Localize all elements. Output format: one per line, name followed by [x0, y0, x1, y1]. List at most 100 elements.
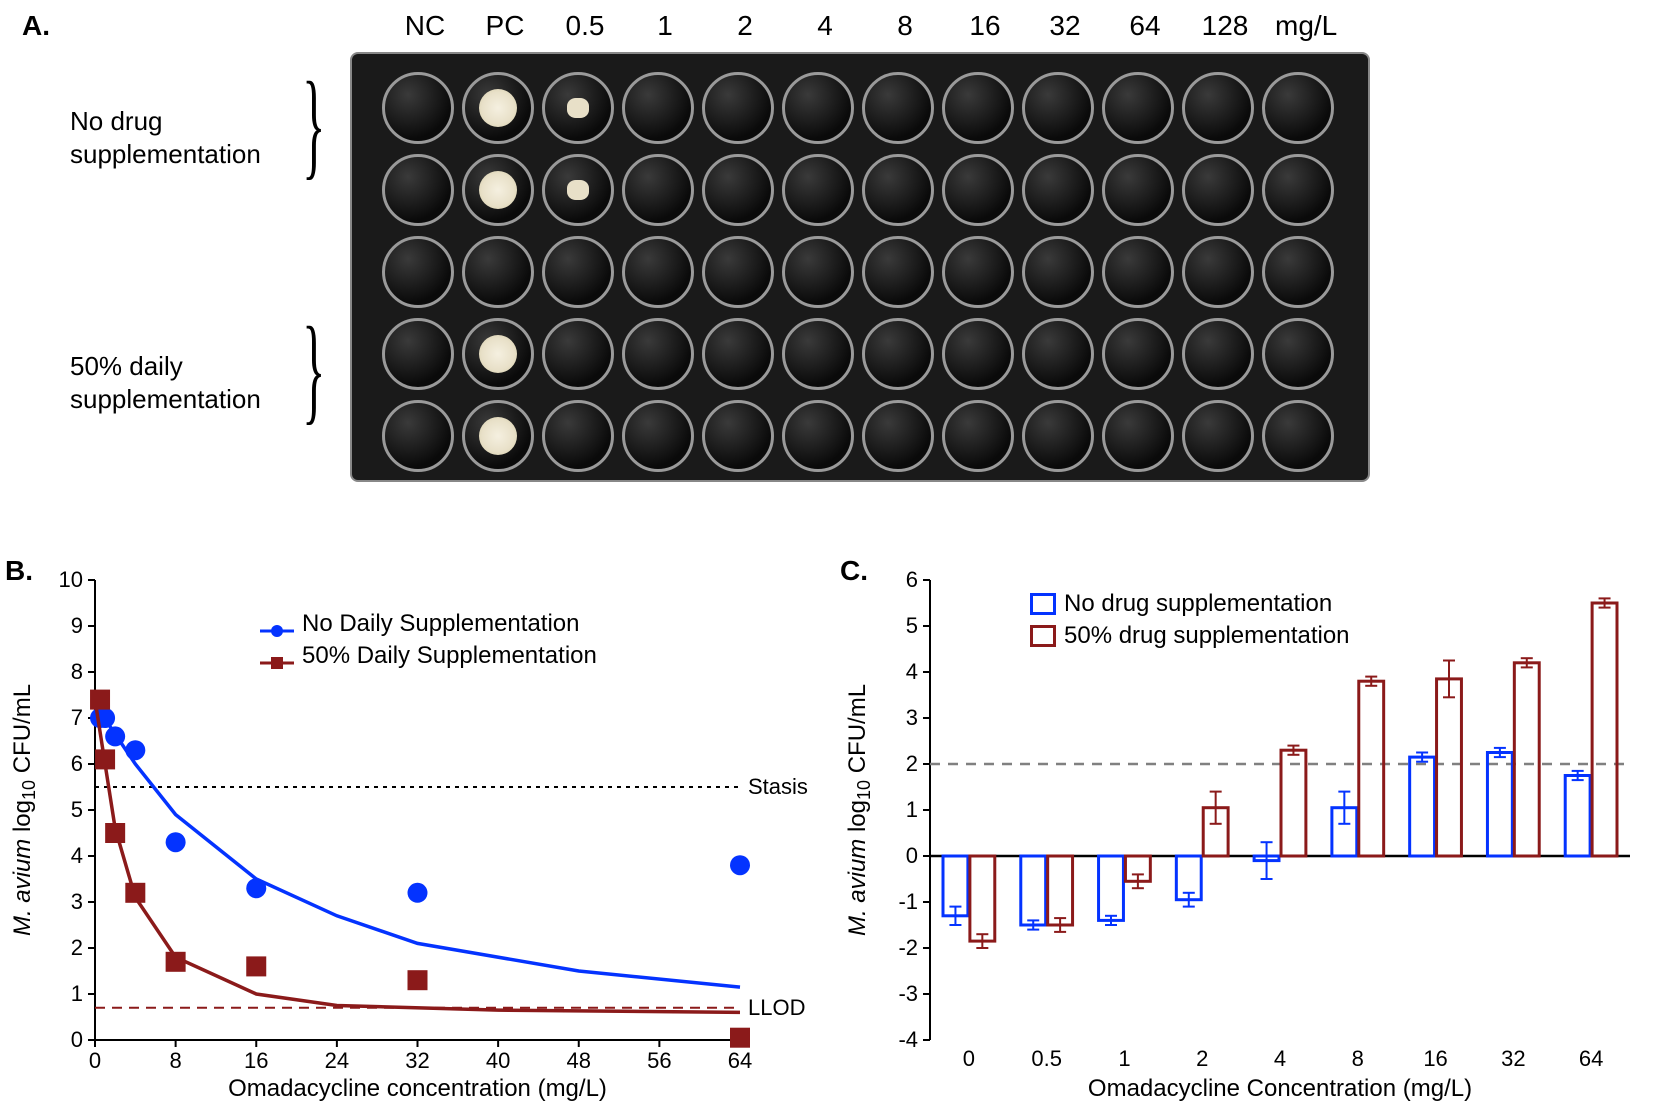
svg-text:Stasis: Stasis	[748, 774, 808, 799]
svg-text:56: 56	[647, 1048, 671, 1073]
row-group-top-label: No drugsupplementation	[70, 105, 261, 170]
well	[382, 154, 454, 226]
svg-text:LLOD: LLOD	[748, 995, 805, 1020]
svg-text:24: 24	[325, 1048, 349, 1073]
svg-text:6: 6	[71, 751, 83, 776]
svg-text:0: 0	[71, 1027, 83, 1052]
well	[702, 72, 774, 144]
well	[862, 400, 934, 472]
svg-text:8: 8	[71, 659, 83, 684]
panel-b: B. 0123456789100816243240485664StasisLLO…	[0, 555, 820, 1110]
svg-text:16: 16	[1423, 1046, 1447, 1071]
svg-text:2: 2	[71, 935, 83, 960]
legend-item: 50% Daily Supplementation	[260, 642, 597, 670]
panel-c-legend: No drug supplementation 50% drug supplem…	[1030, 590, 1350, 654]
col-header: 16	[945, 10, 1025, 42]
col-header: 32	[1025, 10, 1105, 42]
legend-text: 50% Daily Supplementation	[302, 642, 597, 670]
col-header: 64	[1105, 10, 1185, 42]
svg-text:8: 8	[1352, 1046, 1364, 1071]
svg-text:0: 0	[963, 1046, 975, 1071]
panel-a: A. NC PC 0.5 1 2 4 8 16 32 64 128 mg/L N…	[0, 10, 1655, 540]
well	[1022, 72, 1094, 144]
legend-text: No drug supplementation	[1064, 590, 1332, 618]
well	[942, 72, 1014, 144]
legend-item: No drug supplementation	[1030, 590, 1350, 618]
svg-text:32: 32	[1501, 1046, 1525, 1071]
well	[1022, 154, 1094, 226]
well	[382, 318, 454, 390]
well	[542, 72, 614, 144]
well	[782, 72, 854, 144]
well	[542, 236, 614, 308]
well	[622, 318, 694, 390]
svg-text:Omadacycline Concentration (mg: Omadacycline Concentration (mg/L)	[1088, 1075, 1472, 1102]
svg-text:4: 4	[1274, 1046, 1286, 1071]
well	[462, 236, 534, 308]
well	[942, 236, 1014, 308]
col-header: PC	[465, 10, 545, 42]
well	[782, 236, 854, 308]
col-header: 2	[705, 10, 785, 42]
legend-item: 50% drug supplementation	[1030, 622, 1350, 650]
svg-text:32: 32	[405, 1048, 429, 1073]
well	[462, 154, 534, 226]
svg-text:8: 8	[170, 1048, 182, 1073]
well	[1182, 318, 1254, 390]
col-header: 4	[785, 10, 865, 42]
svg-text:0: 0	[906, 843, 918, 868]
svg-text:-1: -1	[898, 889, 918, 914]
well	[782, 154, 854, 226]
svg-text:5: 5	[71, 797, 83, 822]
col-header-unit: mg/L	[1265, 10, 1365, 42]
svg-text:7: 7	[71, 705, 83, 730]
well	[462, 318, 534, 390]
well	[542, 154, 614, 226]
well	[1022, 236, 1094, 308]
well	[782, 318, 854, 390]
legend-item: No Daily Supplementation	[260, 610, 597, 638]
well	[1102, 154, 1174, 226]
legend-text: 50% drug supplementation	[1064, 622, 1350, 650]
legend-text: No Daily Supplementation	[302, 610, 580, 638]
svg-text:1: 1	[71, 981, 83, 1006]
well	[622, 154, 694, 226]
svg-text:M. avium log10 CFU/mL: M. avium log10 CFU/mL	[844, 684, 874, 936]
well	[862, 236, 934, 308]
well	[1102, 318, 1174, 390]
plate-row	[382, 236, 1334, 308]
svg-text:40: 40	[486, 1048, 510, 1073]
well	[1262, 154, 1334, 226]
well	[622, 400, 694, 472]
svg-text:4: 4	[906, 659, 918, 684]
svg-text:2: 2	[1196, 1046, 1208, 1071]
brace-icon: }	[302, 55, 325, 193]
col-header: 0.5	[545, 10, 625, 42]
well	[542, 318, 614, 390]
well	[382, 72, 454, 144]
well	[702, 154, 774, 226]
col-header: NC	[385, 10, 465, 42]
brace-icon: }	[302, 300, 325, 438]
legend-marker-circle-icon	[260, 617, 294, 631]
well	[622, 236, 694, 308]
well	[942, 154, 1014, 226]
legend-swatch-icon	[1030, 593, 1056, 615]
well	[462, 72, 534, 144]
well	[1262, 400, 1334, 472]
panel-a-label: A.	[22, 10, 50, 42]
well	[1262, 236, 1334, 308]
svg-text:10: 10	[59, 567, 83, 592]
well	[1102, 400, 1174, 472]
svg-text:0.5: 0.5	[1031, 1046, 1062, 1071]
svg-text:2: 2	[906, 751, 918, 776]
well	[1182, 400, 1254, 472]
well	[542, 400, 614, 472]
well	[702, 400, 774, 472]
well	[1262, 318, 1334, 390]
svg-text:16: 16	[244, 1048, 268, 1073]
svg-text:M. avium log10 CFU/mL: M. avium log10 CFU/mL	[9, 684, 39, 936]
svg-text:Omadacycline concentration (mg: Omadacycline concentration (mg/L)	[228, 1075, 607, 1102]
svg-text:64: 64	[728, 1048, 752, 1073]
plate-row	[382, 154, 1334, 226]
